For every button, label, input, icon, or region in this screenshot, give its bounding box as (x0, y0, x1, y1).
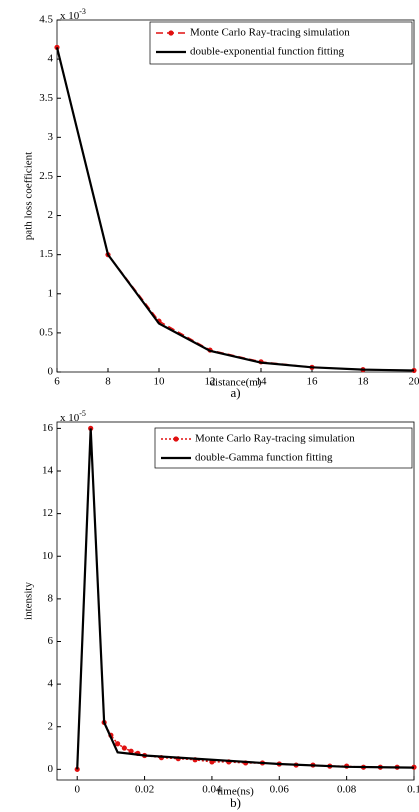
y-tick-label: 1.5 (39, 248, 53, 260)
legend-label: double-Gamma function fitting (195, 452, 333, 464)
y-tick-label: 3 (48, 131, 54, 143)
multiplier-base: x 10 (60, 412, 80, 424)
multiplier: x 10-3 (60, 7, 86, 22)
x-tick-label: 0.08 (337, 784, 357, 796)
y-tick-label: 0 (48, 763, 54, 775)
legend-label: Monte Carlo Ray-tracing simulation (195, 433, 355, 445)
y-axis-label: intensity (23, 582, 35, 620)
series-line (76, 428, 415, 770)
y-axis-label: path loss coefficient (23, 152, 35, 240)
caption: b) (230, 795, 241, 810)
series-line (56, 47, 415, 372)
multiplier-base: x 10 (60, 10, 80, 22)
x-tick-label: 0.02 (135, 784, 154, 796)
y-tick-label: 14 (42, 465, 54, 477)
plot-frame (56, 421, 415, 781)
y-tick-label: 2.5 (39, 170, 53, 182)
x-axis-label: distance(m) (210, 377, 262, 389)
data-point (115, 741, 121, 747)
y-tick-label: 8 (48, 592, 54, 604)
x-tick-label: 0 (74, 784, 80, 796)
x-tick-label: 0.1 (407, 784, 419, 796)
x-tick-label: 6 (54, 376, 60, 388)
x-tick-label: 16 (307, 376, 319, 388)
x-tick-label: 0.06 (270, 784, 290, 796)
x-tick-label: 0.04 (202, 784, 222, 796)
y-tick-label: 2 (48, 209, 54, 221)
legend-box (154, 427, 413, 469)
plot-frame (56, 19, 415, 373)
data-point (121, 745, 127, 751)
y-tick-label: 4 (48, 678, 54, 690)
legend-marker (168, 30, 174, 36)
y-tick-label: 1 (48, 287, 54, 299)
x-tick-label: 10 (154, 376, 166, 388)
x-tick-label: 20 (409, 376, 419, 388)
x-tick-label: 14 (256, 376, 268, 388)
x-tick-label: 8 (105, 376, 111, 388)
y-tick-label: 0 (48, 366, 54, 378)
y-tick-label: 2 (48, 720, 54, 732)
series-line (55, 47, 415, 372)
y-tick-label: 12 (42, 507, 53, 519)
y-tick-label: 4.5 (39, 14, 53, 26)
x-tick-label: 12 (205, 376, 216, 388)
legend-label: Monte Carlo Ray-tracing simulation (190, 27, 350, 39)
x-axis-label: time(ns) (217, 786, 254, 798)
multiplier-exponent: -3 (79, 7, 86, 16)
data-point (128, 748, 134, 754)
y-tick-label: 4 (48, 53, 54, 65)
legend-label: double-exponential function fitting (190, 46, 344, 58)
multiplier: x 10-5 (60, 409, 86, 424)
y-tick-label: 16 (42, 422, 54, 434)
y-tick-label: 0.5 (39, 326, 53, 338)
x-tick-label: 18 (358, 376, 370, 388)
multiplier-exponent: -5 (79, 409, 86, 418)
y-tick-label: 3.5 (39, 92, 53, 104)
series-line (76, 428, 414, 770)
caption: a) (230, 385, 240, 400)
legend-marker (173, 436, 179, 442)
y-tick-label: 10 (42, 550, 54, 562)
y-tick-label: 6 (48, 635, 54, 647)
legend-box (149, 21, 413, 65)
